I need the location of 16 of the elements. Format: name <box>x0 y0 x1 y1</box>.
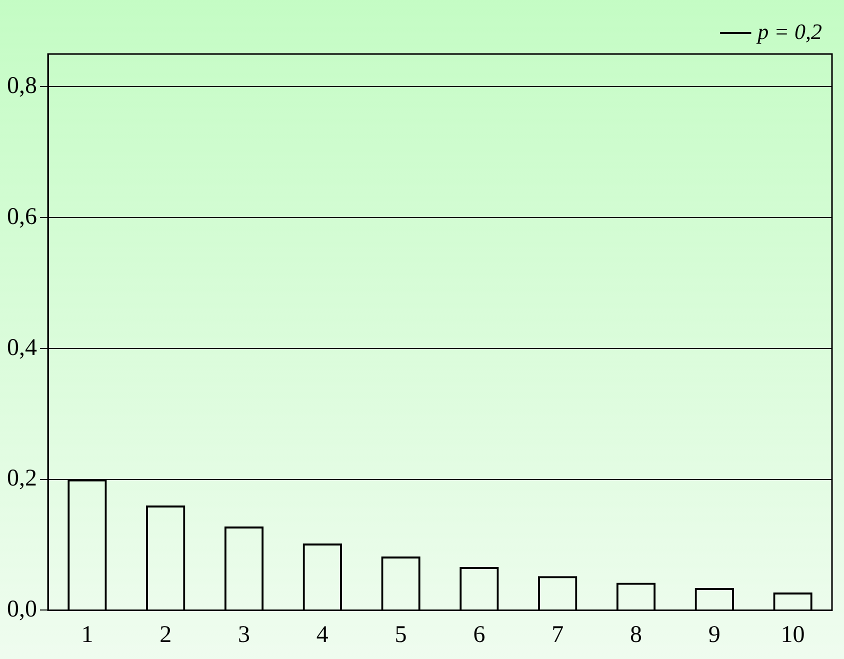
y-tick-label: 0,4 <box>7 334 37 361</box>
y-tick-label: 0,0 <box>7 596 37 622</box>
x-tick-label: 7 <box>552 622 564 648</box>
y-tick-label: 0,2 <box>7 466 37 492</box>
x-tick-label: 6 <box>473 622 486 648</box>
y-tick-label: 0,8 <box>7 73 37 100</box>
x-tick-label: 3 <box>238 622 250 648</box>
x-tick-label: 8 <box>630 622 642 648</box>
x-tick-label: 10 <box>780 622 805 648</box>
x-tick-label: 5 <box>394 622 407 648</box>
x-tick-label: 9 <box>708 622 720 648</box>
legend-label: p = 0,2 <box>756 18 822 44</box>
x-tick-label: 2 <box>160 622 172 648</box>
y-tick-label: 0,6 <box>7 204 37 230</box>
x-tick-label: 1 <box>81 622 94 648</box>
x-tick-label: 4 <box>316 622 328 648</box>
